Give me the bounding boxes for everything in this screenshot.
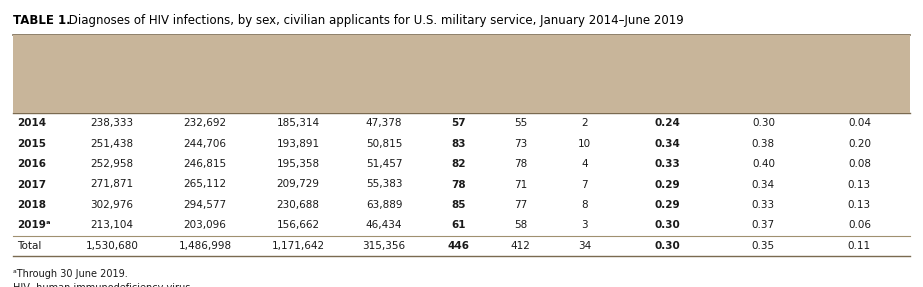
Text: 156,662: 156,662 (276, 220, 319, 230)
Text: 238,333: 238,333 (90, 118, 134, 128)
Text: 2: 2 (581, 118, 588, 128)
Text: 82: 82 (451, 159, 466, 169)
Text: Total: Total (17, 241, 42, 251)
Text: 0.35: 0.35 (752, 241, 775, 251)
Text: 1,530,680: 1,530,680 (86, 241, 138, 251)
Text: 0.08: 0.08 (848, 159, 871, 169)
Text: 2016: 2016 (17, 159, 46, 169)
Text: 55: 55 (514, 118, 527, 128)
Text: HIV, human immunodeficiency virus.: HIV, human immunodeficiency virus. (13, 283, 194, 287)
Text: 2015: 2015 (17, 139, 46, 149)
Text: 7: 7 (581, 179, 588, 189)
Text: 0.33: 0.33 (654, 159, 680, 169)
Text: 203,096: 203,096 (184, 220, 226, 230)
Text: Female rate
per 1,000
tested: Female rate per 1,000 tested (830, 57, 889, 91)
Text: Year: Year (30, 69, 52, 79)
Text: 83: 83 (451, 139, 466, 149)
Text: Males
tested: Males tested (282, 63, 314, 85)
Text: Total HIV
tests: Total HIV tests (90, 63, 134, 85)
Text: 2019ᵃ: 2019ᵃ (17, 220, 51, 230)
Text: 0.30: 0.30 (654, 241, 680, 251)
Text: Male rate
per 1,000
tested: Male rate per 1,000 tested (739, 57, 787, 91)
Text: 2018: 2018 (17, 200, 46, 210)
Text: 271,871: 271,871 (90, 179, 134, 189)
Text: 34: 34 (578, 241, 591, 251)
Text: 0.33: 0.33 (752, 200, 775, 210)
Text: 0.29: 0.29 (654, 179, 680, 189)
Text: 2014: 2014 (17, 118, 46, 128)
Text: 0.29: 0.29 (654, 200, 680, 210)
Text: 209,729: 209,729 (276, 179, 319, 189)
Text: 195,358: 195,358 (276, 159, 319, 169)
Text: 185,314: 185,314 (276, 118, 319, 128)
Text: 1,486,998: 1,486,998 (178, 241, 232, 251)
Text: 55,383: 55,383 (366, 179, 402, 189)
Text: 193,891: 193,891 (276, 139, 319, 149)
Text: 4: 4 (581, 159, 588, 169)
Text: 78: 78 (451, 179, 466, 189)
Text: 51,457: 51,457 (366, 159, 402, 169)
Text: Females
tested: Females tested (364, 63, 404, 85)
Text: 8: 8 (581, 200, 588, 210)
Text: 246,815: 246,815 (184, 159, 226, 169)
Text: 0.34: 0.34 (654, 139, 680, 149)
Text: 0.04: 0.04 (848, 118, 871, 128)
Text: 3: 3 (581, 220, 588, 230)
Text: TABLE 1.: TABLE 1. (13, 14, 71, 27)
Text: 265,112: 265,112 (184, 179, 226, 189)
Text: 0.20: 0.20 (848, 139, 871, 149)
Text: 294,577: 294,577 (184, 200, 226, 210)
Text: 230,688: 230,688 (276, 200, 319, 210)
Text: 58: 58 (514, 220, 527, 230)
Text: 232,692: 232,692 (184, 118, 226, 128)
Text: 0.37: 0.37 (752, 220, 775, 230)
Text: 71: 71 (514, 179, 527, 189)
Text: 46,434: 46,434 (366, 220, 402, 230)
Text: 412: 412 (511, 241, 531, 251)
Text: 50,815: 50,815 (366, 139, 402, 149)
Text: 213,104: 213,104 (90, 220, 134, 230)
Text: 1,171,642: 1,171,642 (271, 241, 325, 251)
Text: 73: 73 (514, 139, 527, 149)
Text: 0.13: 0.13 (848, 179, 871, 189)
Text: Diagnoses of HIV infections, by sex, civilian applicants for U.S. military servi: Diagnoses of HIV infections, by sex, civ… (65, 14, 684, 27)
Text: 77: 77 (514, 200, 527, 210)
Text: Overall rate
per 1,000
tested: Overall rate per 1,000 tested (638, 57, 697, 91)
Text: 0.34: 0.34 (752, 179, 775, 189)
Text: 0.13: 0.13 (848, 200, 871, 210)
Text: Total
HIV(+): Total HIV(+) (442, 63, 475, 85)
Text: ᵃThrough 30 June 2019.: ᵃThrough 30 June 2019. (13, 269, 127, 279)
Text: Total persons
tested: Total persons tested (173, 63, 238, 85)
Text: 85: 85 (451, 200, 466, 210)
Text: HIV(+)
male: HIV(+) male (504, 63, 537, 85)
Text: 252,958: 252,958 (90, 159, 134, 169)
Text: 0.38: 0.38 (752, 139, 775, 149)
Text: 0.11: 0.11 (848, 241, 871, 251)
Text: 0.06: 0.06 (848, 220, 871, 230)
Text: 446: 446 (448, 241, 470, 251)
Text: 63,889: 63,889 (366, 200, 402, 210)
Text: 251,438: 251,438 (90, 139, 134, 149)
Text: 315,356: 315,356 (363, 241, 405, 251)
Text: 61: 61 (451, 220, 466, 230)
Text: 244,706: 244,706 (184, 139, 226, 149)
Text: 57: 57 (451, 118, 466, 128)
Text: 10: 10 (578, 139, 591, 149)
Text: 0.30: 0.30 (654, 220, 680, 230)
Text: 302,976: 302,976 (90, 200, 134, 210)
Text: 0.30: 0.30 (752, 118, 775, 128)
Text: HIV(+)
female: HIV(+) female (568, 63, 602, 85)
Text: 0.40: 0.40 (752, 159, 775, 169)
Text: 2017: 2017 (17, 179, 46, 189)
Text: 0.24: 0.24 (654, 118, 680, 128)
Text: 47,378: 47,378 (366, 118, 402, 128)
Text: 78: 78 (514, 159, 527, 169)
